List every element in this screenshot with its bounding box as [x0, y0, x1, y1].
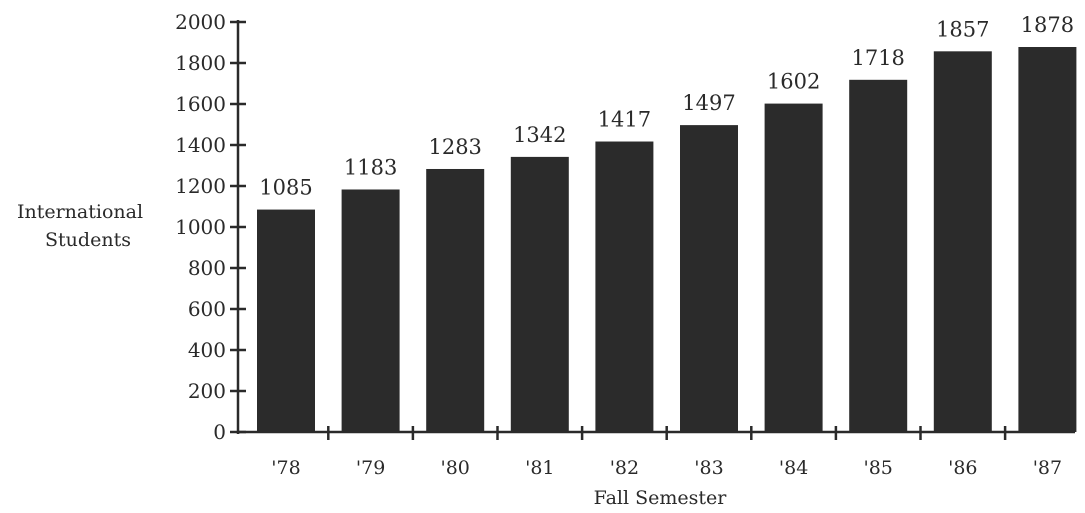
y-tick-label: 1200	[175, 174, 226, 198]
y-tick-label: 0	[213, 420, 226, 444]
bar-81	[510, 156, 569, 432]
x-axis-ticks: '78 '79 '80 '81 '82 '83 '84 '85 '86 '87	[271, 426, 1062, 479]
x-tick-label: '81	[525, 457, 554, 479]
bar-86	[933, 51, 992, 432]
bar-82	[595, 141, 654, 432]
bar-value-label: 1718	[851, 46, 904, 70]
bar-78	[257, 209, 315, 432]
bar-value-label: 1085	[259, 176, 312, 200]
bar-value-label: 1497	[682, 91, 735, 115]
y-tick-label: 1800	[175, 51, 226, 75]
x-tick-label: '87	[1033, 457, 1062, 479]
y-tick-label: 1400	[175, 133, 226, 157]
x-tick-label: '80	[440, 457, 469, 479]
x-tick-label: '78	[271, 457, 300, 479]
y-tick-label: 2000	[175, 10, 226, 34]
x-tick-label: '85	[863, 457, 892, 479]
bar-79	[341, 189, 400, 432]
bar-85	[849, 79, 908, 432]
x-tick-label: '86	[948, 457, 977, 479]
bar-value-label: 1183	[344, 155, 397, 179]
bars-group	[257, 47, 1077, 433]
bar-value-label: 1283	[428, 135, 481, 159]
bar-value-label: 1602	[767, 70, 820, 94]
bar-value-label: 1857	[936, 17, 989, 41]
y-tick-label: 400	[188, 338, 226, 362]
y-tick-label: 1000	[175, 215, 226, 239]
x-tick-label: '79	[356, 457, 385, 479]
x-tick-label: '84	[779, 457, 808, 479]
y-tick-label: 800	[188, 256, 226, 280]
y-tick-label: 1600	[175, 92, 226, 116]
bar-value-label: 1417	[598, 108, 651, 132]
bar-83	[680, 125, 738, 433]
x-axis-title: Fall Semester	[594, 487, 728, 509]
x-tick-label: '83	[694, 457, 723, 479]
y-axis-ticks: 0 200 400 600 800 1000 1200 1400 1600 1800 2000	[175, 10, 246, 444]
value-labels-group: 1085 1183 1283 1342 1417 1497 1602 1718 1857 1878	[259, 13, 1074, 200]
bar-value-label: 1342	[513, 123, 566, 147]
y-axis-title-line-1: International	[17, 201, 143, 223]
bar-value-label: 1878	[1021, 13, 1074, 37]
y-axis-title-line-2: Students	[45, 229, 131, 251]
x-tick-label: '82	[610, 457, 639, 479]
bar-80	[426, 168, 485, 433]
bar-87	[1018, 47, 1077, 432]
y-tick-label: 200	[188, 379, 226, 403]
y-tick-label: 600	[188, 297, 226, 321]
bar-84	[764, 103, 823, 432]
